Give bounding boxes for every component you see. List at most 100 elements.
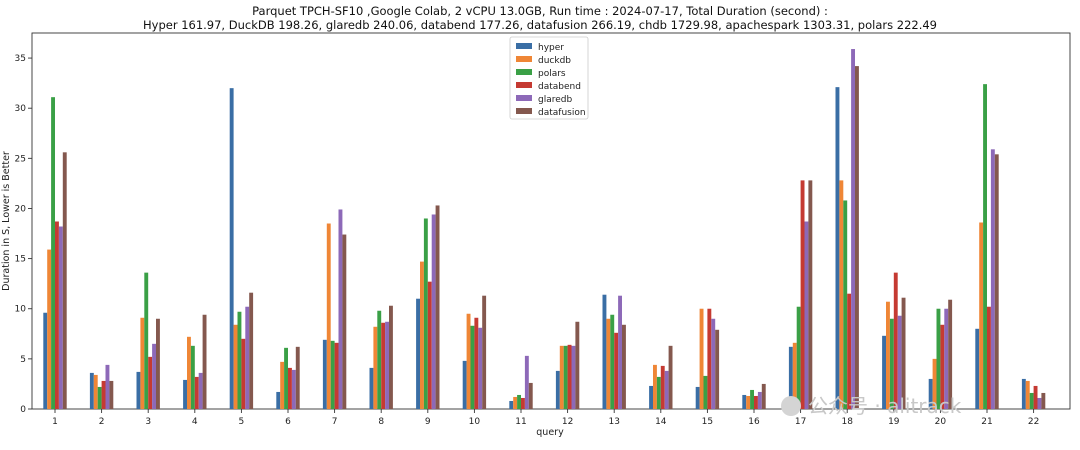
bar-datafusion-q21 xyxy=(994,154,999,409)
bar-databend-q6 xyxy=(288,367,292,409)
bar-duckdb-q15 xyxy=(699,308,704,409)
x-tick-label: 19 xyxy=(888,417,900,427)
bar-glaredb-q12 xyxy=(571,345,576,409)
bar-polars-q21 xyxy=(983,84,987,409)
legend-swatch-hyper xyxy=(516,43,532,49)
bar-duckdb-q13 xyxy=(606,318,611,409)
chart-title: Parquet TPCH-SF10 ,Google Colab, 2 vCPU … xyxy=(252,4,828,18)
bar-polars-q13 xyxy=(610,314,615,409)
bar-databend-q8 xyxy=(381,322,386,409)
bar-hyper-q5 xyxy=(229,88,234,410)
bar-polars-q17 xyxy=(796,306,801,409)
x-tick-label: 18 xyxy=(841,417,853,427)
legend-swatch-glaredb xyxy=(516,95,532,101)
x-tick-label: 20 xyxy=(935,417,947,427)
bar-polars-q18 xyxy=(843,200,848,409)
x-tick-label: 1 xyxy=(52,417,58,427)
bar-polars-q14 xyxy=(656,376,661,409)
bar-databend-q13 xyxy=(614,332,619,409)
bar-datafusion-q15 xyxy=(715,329,720,409)
legend-label-duckdb: duckdb xyxy=(538,56,571,66)
legend: hyper duckdb polars databend glaredb datafusi… xyxy=(509,36,589,120)
x-tick-label: 10 xyxy=(469,417,481,427)
bar-datafusion-q4 xyxy=(202,314,207,409)
x-tick-label: 22 xyxy=(1028,417,1039,427)
bar-duckdb-q22 xyxy=(1025,380,1030,409)
bar-polars-q5 xyxy=(237,311,242,409)
bar-hyper-q22 xyxy=(1021,378,1026,409)
bar-datafusion-q8 xyxy=(389,305,393,409)
bar-datafusion-q1 xyxy=(62,152,67,409)
x-tick-label: 3 xyxy=(145,417,151,427)
bar-databend-q1 xyxy=(55,221,59,409)
bar-databend-q19 xyxy=(893,272,898,409)
bar-hyper-q12 xyxy=(555,370,560,409)
x-tick-label: 4 xyxy=(192,417,198,427)
bar-duckdb-q7 xyxy=(326,223,331,409)
bar-databend-q22 xyxy=(1033,385,1038,409)
bar-datafusion-q12 xyxy=(575,321,580,409)
series-hyper xyxy=(43,87,1026,410)
bar-glaredb-q16 xyxy=(757,391,762,409)
bar-datafusion-q22 xyxy=(1041,392,1046,409)
bar-databend-q3 xyxy=(148,356,153,409)
bar-glaredb-q13 xyxy=(618,295,622,409)
bar-polars-q10 xyxy=(470,325,475,409)
bar-glaredb-q20 xyxy=(944,308,949,409)
bar-hyper-q11 xyxy=(509,400,514,409)
watermark: 公众号 · alitrack xyxy=(781,394,962,418)
bar-glaredb-q1 xyxy=(58,226,63,409)
bar-datafusion-q13 xyxy=(622,324,626,409)
chart-subtitle: Hyper 161.97, DuckDB 198.26, glaredb 240… xyxy=(143,18,937,32)
x-tick-label: 9 xyxy=(425,417,431,427)
bar-databend-q16 xyxy=(754,395,758,409)
bar-glaredb-q7 xyxy=(338,209,343,409)
x-tick-label: 16 xyxy=(748,417,760,427)
bar-datafusion-q5 xyxy=(249,292,254,409)
bar-polars-q19 xyxy=(889,318,894,409)
bar-polars-q7 xyxy=(330,340,335,409)
bar-datafusion-q17 xyxy=(808,180,813,409)
bar-glaredb-q2 xyxy=(105,364,110,409)
bar-glaredb-q22 xyxy=(1037,397,1042,409)
bar-glaredb-q10 xyxy=(478,327,483,409)
y-tick-label: 35 xyxy=(15,54,26,64)
bar-duckdb-q20 xyxy=(932,358,937,409)
x-tick-label: 15 xyxy=(702,417,713,427)
bar-duckdb-q21 xyxy=(979,222,984,409)
series-glaredb xyxy=(58,49,1042,409)
bar-hyper-q1 xyxy=(43,312,48,409)
bar-duckdb-q18 xyxy=(839,180,844,409)
bar-hyper-q3 xyxy=(136,371,141,409)
bar-datafusion-q16 xyxy=(761,383,766,409)
bar-datafusion-q10 xyxy=(482,295,487,409)
bar-glaredb-q8 xyxy=(385,321,389,409)
bar-datafusion-q18 xyxy=(855,66,859,409)
x-tick-label: 11 xyxy=(515,417,526,427)
bar-datafusion-q19 xyxy=(901,297,906,409)
watermark-icon xyxy=(781,396,801,416)
bar-duckdb-q14 xyxy=(653,364,657,409)
bar-polars-q12 xyxy=(563,345,568,409)
bar-duckdb-q3 xyxy=(140,317,145,409)
bar-duckdb-q1 xyxy=(47,249,52,409)
bar-datafusion-q11 xyxy=(528,382,533,409)
legend-swatch-polars xyxy=(516,69,532,75)
bar-duckdb-q10 xyxy=(466,313,471,409)
bar-datafusion-q2 xyxy=(109,380,114,409)
bar-polars-q4 xyxy=(190,345,195,409)
bar-datafusion-q20 xyxy=(948,299,953,409)
bar-polars-q22 xyxy=(1029,392,1034,409)
bar-hyper-q8 xyxy=(369,367,374,409)
bar-polars-q15 xyxy=(703,375,708,409)
bar-duckdb-q11 xyxy=(513,396,518,409)
bar-databend-q9 xyxy=(427,281,432,409)
x-axis: 1 2 3 4 5 6 7 8 9 10 11 12 13 14 15 16 17 18 19 20 21 22 xyxy=(52,409,1039,427)
watermark-text: 公众号 · alitrack xyxy=(808,394,962,418)
bar-hyper-q17 xyxy=(788,346,793,409)
bar-glaredb-q17 xyxy=(804,221,809,409)
bar-datafusion-q14 xyxy=(668,345,673,409)
bar-duckdb-q2 xyxy=(93,374,98,409)
bar-glaredb-q19 xyxy=(897,315,902,409)
